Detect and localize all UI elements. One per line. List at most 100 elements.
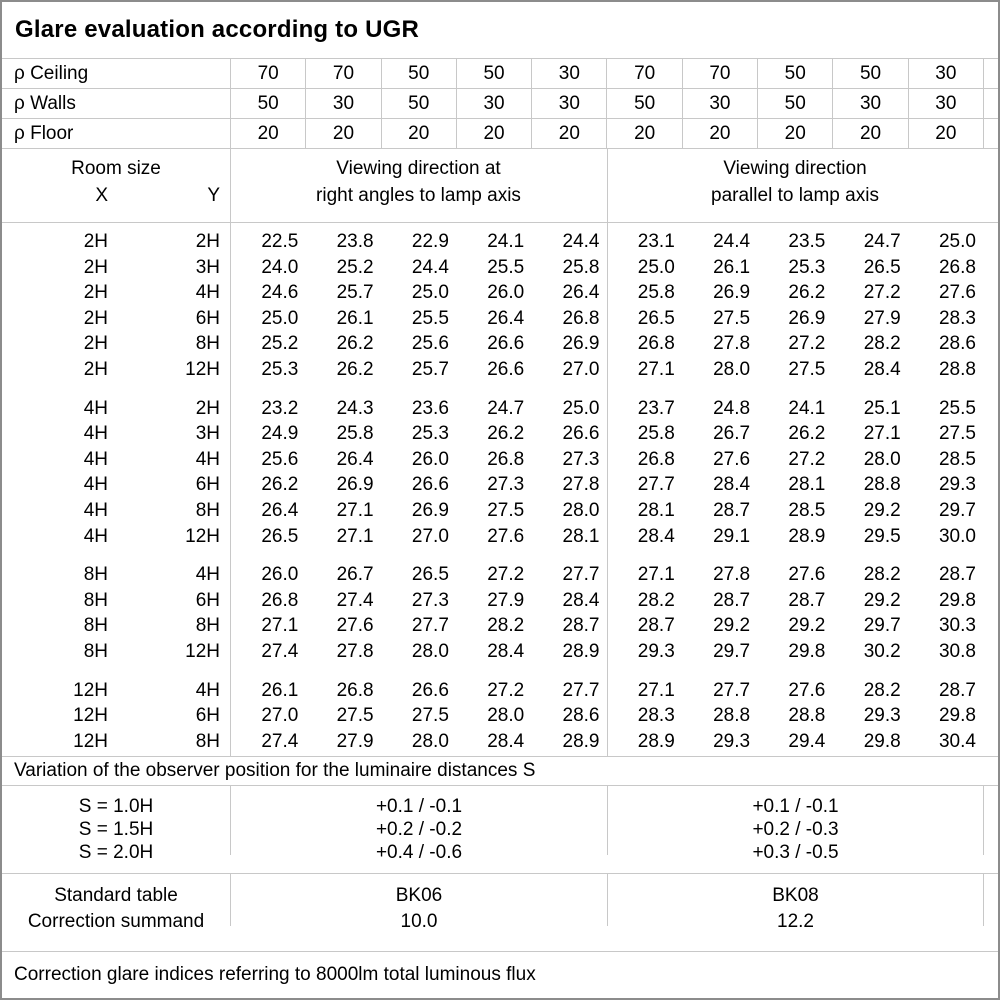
reflectance-value: 20	[757, 119, 832, 148]
ugr-value: 27.6	[938, 282, 976, 304]
ugr-value: 29.2	[863, 589, 901, 611]
room-size-x: 8H	[83, 615, 108, 637]
reflectance-value: 70	[681, 59, 757, 88]
ugr-value: 26.7	[713, 423, 751, 445]
room-size-y: 8H	[195, 730, 220, 752]
ugr-value: 25.5	[938, 397, 976, 419]
ugr-row: 4H 2H 23.2 24.3 23.6 24.7 25.0 23.7 24.8 24.1 25.1…	[2, 396, 998, 422]
ugr-value: 27.1	[336, 499, 374, 521]
ugr-value: 29.3	[637, 640, 675, 662]
ugr-value: 24.4	[562, 231, 600, 252]
ugr-row: 2H 3H 24.0 25.2 24.4 25.5 25.8 25.0 26.1 25.3 26.5…	[2, 255, 998, 281]
reflectance-value: 50	[832, 59, 907, 88]
ugr-value: 27.4	[261, 730, 299, 752]
s-value: +0.3 / -0.5	[752, 842, 839, 863]
reflectance-value: 50	[455, 59, 531, 88]
ugr-row: 2H 2H 22.5 23.8 22.9 24.1 24.4 23.1 24.4 23.5 24.7…	[2, 229, 998, 255]
ugr-row: 8H 6H 26.8 27.4 27.3 27.9 28.4 28.2 28.7 28.7 29.2…	[2, 588, 998, 614]
reflectance-value: 70	[305, 59, 380, 88]
ugr-value: 26.9	[411, 499, 449, 521]
ugr-value: 28.2	[863, 564, 901, 586]
reflectance-value: 30	[681, 89, 757, 118]
room-size-x: 4H	[83, 423, 108, 445]
y-axis-label: Y	[207, 185, 220, 206]
ugr-value: 29.2	[713, 615, 751, 637]
ugr-value: 26.8	[562, 307, 600, 329]
room-size-y: 12H	[185, 525, 220, 547]
ugr-row: 4H 8H 26.4 27.1 26.9 27.5 28.0 28.1 28.7 28.5 29.2…	[2, 498, 998, 524]
ugr-value: 24.7	[487, 397, 525, 419]
ugr-value: 28.0	[411, 730, 449, 752]
row-end-spacer	[982, 59, 998, 88]
ugr-value: 26.8	[261, 589, 299, 611]
room-size-y: 4H	[195, 564, 220, 586]
room-size-x: 2H	[83, 256, 108, 278]
standard-table-value: BK06	[395, 885, 443, 906]
room-size-y: 12H	[185, 358, 220, 380]
ugr-value: 28.2	[637, 589, 675, 611]
ugr-value: 28.7	[788, 589, 826, 611]
ugr-value: 26.2	[788, 282, 826, 304]
ugr-value: 24.1	[487, 231, 525, 252]
reflectance-value: 50	[380, 59, 456, 88]
ugr-value: 27.9	[336, 730, 374, 752]
ugr-value: 25.6	[411, 333, 449, 355]
ugr-value: 24.8	[713, 397, 751, 419]
correction-summand-value: 12.2	[777, 911, 814, 932]
ugr-value: 25.3	[788, 256, 826, 278]
ugr-value: 27.0	[562, 358, 600, 380]
room-size-x: 4H	[83, 474, 108, 496]
standard-table-label: Standard table	[54, 885, 178, 906]
title-row: Glare evaluation according to UGR	[2, 2, 998, 59]
ugr-value: 27.6	[487, 525, 525, 547]
ugr-value: 26.9	[788, 307, 826, 329]
ugr-value: 24.9	[261, 423, 299, 445]
reflectance-row: ρ Ceiling 70 70 50 50 30 70 70 50 50 30	[2, 59, 998, 89]
ugr-value: 26.5	[863, 256, 901, 278]
ugr-value: 27.6	[788, 679, 826, 701]
ugr-value: 27.8	[713, 564, 751, 586]
ugr-value: 23.2	[261, 397, 299, 419]
ugr-value: 28.4	[713, 474, 751, 496]
reflectance-value: 30	[907, 59, 983, 88]
reflectance-value: 30	[832, 89, 907, 118]
room-size-x: 4H	[83, 525, 108, 547]
ugr-value: 28.6	[938, 333, 976, 355]
ugr-value: 28.2	[863, 679, 901, 701]
ugr-value: 26.0	[261, 564, 299, 586]
room-size-y: 6H	[195, 474, 220, 496]
ugr-value: 28.8	[863, 474, 901, 496]
spacer	[220, 396, 230, 422]
ugr-value: 27.8	[336, 640, 374, 662]
ugr-value: 25.0	[562, 397, 600, 419]
standard-parallel: BK08 12.2	[607, 874, 983, 932]
ugr-value: 25.0	[637, 256, 675, 278]
reflectance-value: 20	[531, 119, 606, 148]
ugr-value: 27.3	[487, 474, 525, 496]
spacer	[220, 678, 230, 704]
viewing-right-angles-line2: right angles to lamp axis	[316, 185, 521, 206]
ugr-value: 27.7	[637, 474, 675, 496]
ugr-value: 27.5	[788, 358, 826, 380]
ugr-value: 26.2	[336, 358, 374, 380]
correction-summand-value: 10.0	[400, 911, 438, 932]
ugr-row: 2H 4H 24.6 25.7 25.0 26.0 26.4 25.8 26.9 26.2 27.2…	[2, 280, 998, 306]
ugr-value: 29.8	[863, 730, 901, 752]
ugr-value: 25.7	[411, 358, 449, 380]
ugr-value: 27.1	[863, 423, 901, 445]
room-size-y: 6H	[195, 307, 220, 329]
ugr-value: 26.8	[487, 448, 525, 470]
reflectance-value: 30	[531, 59, 606, 88]
ugr-value: 27.4	[261, 640, 299, 662]
ugr-value: 29.8	[938, 589, 976, 611]
ugr-value: 29.2	[788, 615, 826, 637]
ugr-value: 29.4	[788, 730, 826, 752]
column-separator-middle	[607, 149, 608, 756]
ugr-value: 27.2	[487, 679, 525, 701]
x-axis-label: X	[95, 185, 108, 206]
ugr-value: 27.9	[487, 589, 525, 611]
viewing-right-angles-header: Viewing direction at right angles to lam…	[230, 155, 607, 209]
ugr-value: 30.3	[938, 615, 976, 637]
ugr-value: 26.4	[487, 307, 525, 329]
reflectance-row: ρ Floor 20 20 20 20 20 20 20 20 20 20	[2, 119, 998, 149]
